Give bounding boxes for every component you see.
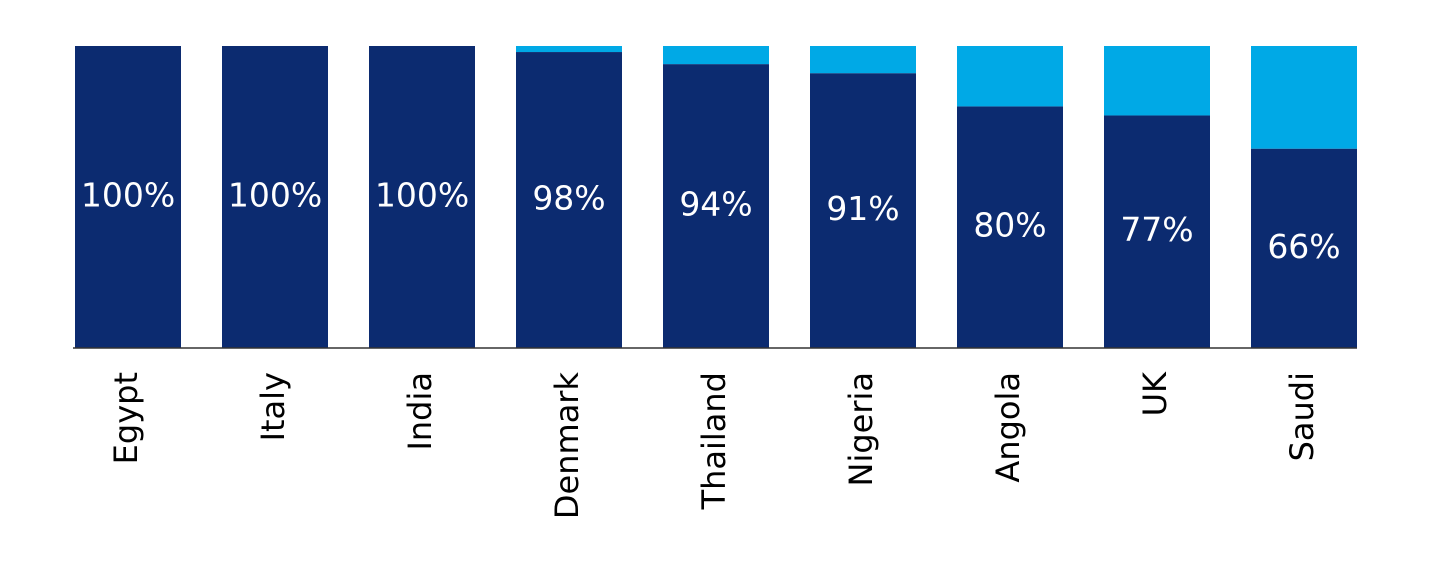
value-label: 91% <box>826 189 899 228</box>
bar-segment <box>1251 148 1357 348</box>
value-label: 100% <box>375 176 469 215</box>
value-label: 66% <box>1267 227 1340 266</box>
bar-segment <box>222 46 328 348</box>
x-tick-label: Thailand <box>695 372 733 510</box>
bar-segment <box>957 106 1063 349</box>
value-label: 100% <box>81 176 175 215</box>
bar-segment <box>1251 46 1357 149</box>
value-label: 77% <box>1120 210 1193 249</box>
bar-segment <box>810 73 916 349</box>
bar-segment <box>663 46 769 65</box>
bar-segment <box>663 64 769 349</box>
x-tick-label: Italy <box>254 372 292 441</box>
bar-segment <box>957 46 1063 107</box>
x-tick-label: Egypt <box>107 372 145 464</box>
x-tick-label: India <box>401 372 439 451</box>
value-label: 80% <box>973 206 1046 245</box>
bar-segment <box>810 46 916 74</box>
value-label: 100% <box>228 176 322 215</box>
bar-segment <box>516 46 622 53</box>
bar-segment <box>1104 115 1210 349</box>
x-tick-label: Saudi <box>1283 372 1321 461</box>
x-tick-label: Denmark <box>548 372 586 520</box>
bar-segment <box>516 52 622 348</box>
x-tick-label: UK <box>1136 371 1174 416</box>
x-tick-label: Nigeria <box>842 372 880 486</box>
bar-segment <box>1104 46 1210 116</box>
value-label: 94% <box>679 185 752 224</box>
bar-segment <box>75 46 181 348</box>
x-tick-label: Angola <box>989 372 1027 483</box>
bar-segment <box>369 46 475 348</box>
value-label: 98% <box>532 179 605 218</box>
